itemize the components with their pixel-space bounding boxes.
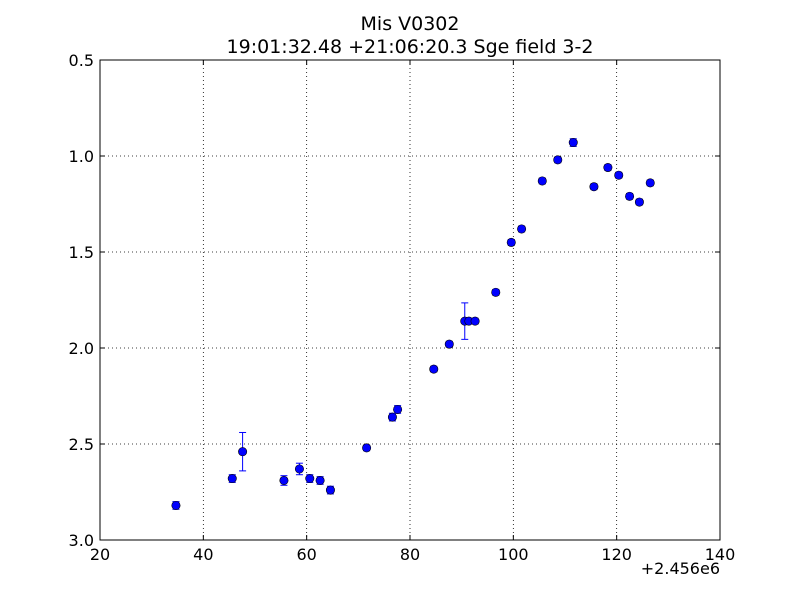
x-tick-label: 40: [193, 545, 213, 564]
data-marker: [553, 155, 563, 165]
data-point: [603, 163, 613, 173]
data-point: [470, 316, 480, 326]
data-point: [325, 485, 335, 495]
data-marker: [506, 237, 516, 247]
y-tick-label: 1.0: [69, 147, 94, 166]
data-marker: [227, 474, 237, 484]
data-point: [444, 339, 454, 349]
data-marker: [362, 443, 372, 453]
data-marker: [279, 475, 289, 485]
data-marker: [393, 404, 403, 414]
data-point: [517, 224, 527, 234]
x-tick-label: 20: [90, 545, 110, 564]
data-marker: [537, 176, 547, 186]
data-point: [279, 475, 289, 486]
data-point: [537, 176, 547, 186]
data-point: [491, 287, 501, 297]
data-marker: [238, 447, 248, 457]
data-point: [238, 431, 248, 472]
data-marker: [171, 500, 181, 510]
data-point: [362, 443, 372, 453]
data-marker: [568, 138, 578, 148]
y-tick-label: 2.5: [69, 435, 94, 454]
data-point: [625, 191, 635, 201]
data-marker: [645, 178, 655, 188]
y-tick-label: 3.0: [69, 531, 94, 550]
x-tick-label: 140: [705, 545, 736, 564]
data-point: [171, 500, 181, 510]
y-tick-label: 1.5: [69, 243, 94, 262]
chart-title: Mis V0302: [361, 13, 460, 35]
x-tick-label: 80: [400, 545, 420, 564]
data-points: [171, 138, 655, 510]
grid: [100, 60, 720, 540]
data-point: [227, 474, 237, 484]
data-marker: [517, 224, 527, 234]
data-point: [634, 197, 644, 207]
data-marker: [634, 197, 644, 207]
data-marker: [444, 339, 454, 349]
axis-ticks: 20 40 60 80 100 120 140 0.5 1.0 1.5 2.0 2.5 3.0: [69, 51, 736, 564]
x-tick-label: 100: [498, 545, 529, 564]
data-point: [589, 182, 599, 192]
data-marker: [614, 170, 624, 180]
data-marker: [625, 191, 635, 201]
data-point: [568, 138, 578, 148]
data-marker: [305, 474, 315, 484]
data-point: [305, 474, 315, 484]
data-marker: [589, 182, 599, 192]
data-point: [429, 364, 439, 374]
data-point: [645, 178, 655, 188]
y-tick-label: 2.0: [69, 339, 94, 358]
x-offset-label: +2.456e6: [641, 559, 720, 578]
data-point: [315, 475, 325, 485]
data-marker: [387, 412, 397, 422]
data-marker: [603, 163, 613, 173]
y-tick-label: 0.5: [69, 51, 94, 70]
plot-area-frame: [99, 59, 721, 541]
data-point: [294, 462, 304, 476]
data-point: [553, 155, 563, 165]
data-point: [506, 237, 516, 247]
data-marker: [325, 485, 335, 495]
chart-subtitle: 19:01:32.48 +21:06:20.3 Sge field 3-2: [227, 36, 594, 58]
data-marker: [470, 316, 480, 326]
x-tick-label: 120: [601, 545, 632, 564]
data-point: [387, 412, 397, 422]
data-point: [393, 404, 403, 414]
data-marker: [294, 464, 304, 474]
data-marker: [315, 475, 325, 485]
data-marker: [429, 364, 439, 374]
data-marker: [491, 287, 501, 297]
data-point: [614, 170, 624, 180]
x-tick-label: 60: [296, 545, 316, 564]
